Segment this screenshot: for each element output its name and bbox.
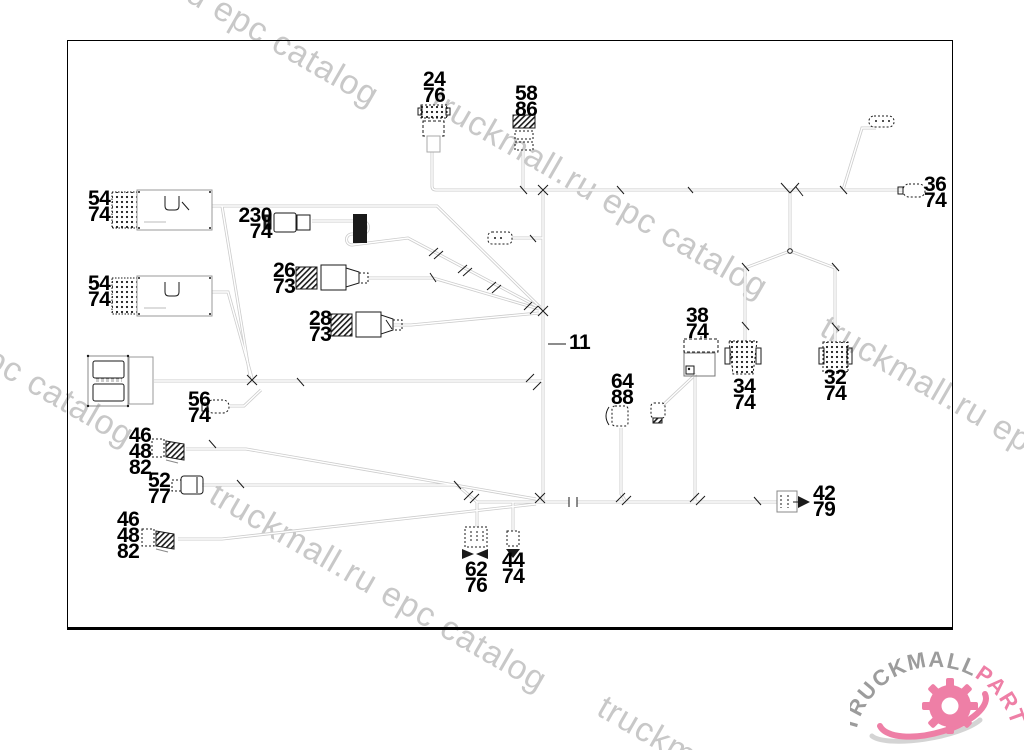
part-label-26-73: 26 73	[273, 259, 296, 298]
part-label-28-73: 28 73	[309, 307, 332, 346]
connector-230-74-icon	[263, 212, 367, 243]
part-label-52-77: 52 77	[148, 469, 171, 508]
part-label-56-74: 56 74	[188, 388, 211, 427]
connector-52-77-icon	[171, 475, 204, 495]
logo-swoosh-pink	[877, 691, 989, 740]
connector-62-76-icon	[462, 526, 488, 559]
part-label-62-76: 62 76	[465, 558, 488, 597]
part-label-54-74-a: 54 74	[88, 187, 111, 226]
connector-ring-terminal-icon	[650, 402, 666, 424]
connector-58-86-icon	[512, 114, 536, 151]
part-label-11: 11	[569, 331, 591, 354]
part-label-36-74: 36 74	[924, 173, 947, 212]
part-label-44-74: 44 74	[502, 549, 525, 588]
connector-34-74-icon	[724, 340, 762, 375]
junction-marks	[181, 182, 848, 507]
part-label-230-74: 230 74	[238, 204, 272, 243]
part-label-42-79: 42 79	[813, 482, 836, 521]
connector-54-74-a-icon	[111, 189, 213, 231]
connector-28-73-icon	[330, 311, 403, 338]
connector-44-74-icon	[506, 530, 520, 558]
part-label-32-74: 32 74	[824, 366, 847, 405]
part-label-46-48-82-b: 46 48 82	[117, 508, 140, 563]
part-label-58-86: 58 86	[515, 82, 538, 121]
diagram-border	[67, 40, 953, 630]
part-label-34-74: 34 74	[733, 375, 756, 414]
connector-54-74-b-icon	[111, 275, 213, 317]
relay-box-38-74-icon	[683, 336, 719, 377]
connector-56-74-icon	[201, 399, 230, 414]
gear-icon	[922, 678, 978, 734]
connector-24-76-icon	[417, 104, 451, 153]
connector-trunk-stub-icon	[487, 231, 513, 245]
part-label-38-74: 38 74	[686, 304, 709, 343]
connector-top-right-icon	[868, 115, 895, 128]
connector-26-73-icon	[295, 264, 369, 291]
connector-64-88-icon	[605, 405, 629, 427]
connector-42-79-icon	[776, 490, 810, 513]
connector-36-74-icon	[897, 183, 926, 198]
logo-swoosh-gray	[869, 717, 983, 744]
part-label-54-74-b: 54 74	[88, 272, 111, 311]
truckmall-parts-logo: TRUCKMALLPARTS	[850, 648, 1024, 744]
connector-46-48-82-b-icon	[141, 528, 175, 553]
part-label-64-88: 64 88	[611, 370, 634, 409]
part-label-46-48-82-a: 46 48 82	[129, 424, 152, 479]
part-label-24-76: 24 76	[423, 68, 446, 107]
connector-block-main-icon	[86, 354, 154, 408]
connector-32-74-icon	[818, 341, 853, 373]
connector-46-48-82-a-icon	[151, 438, 185, 464]
